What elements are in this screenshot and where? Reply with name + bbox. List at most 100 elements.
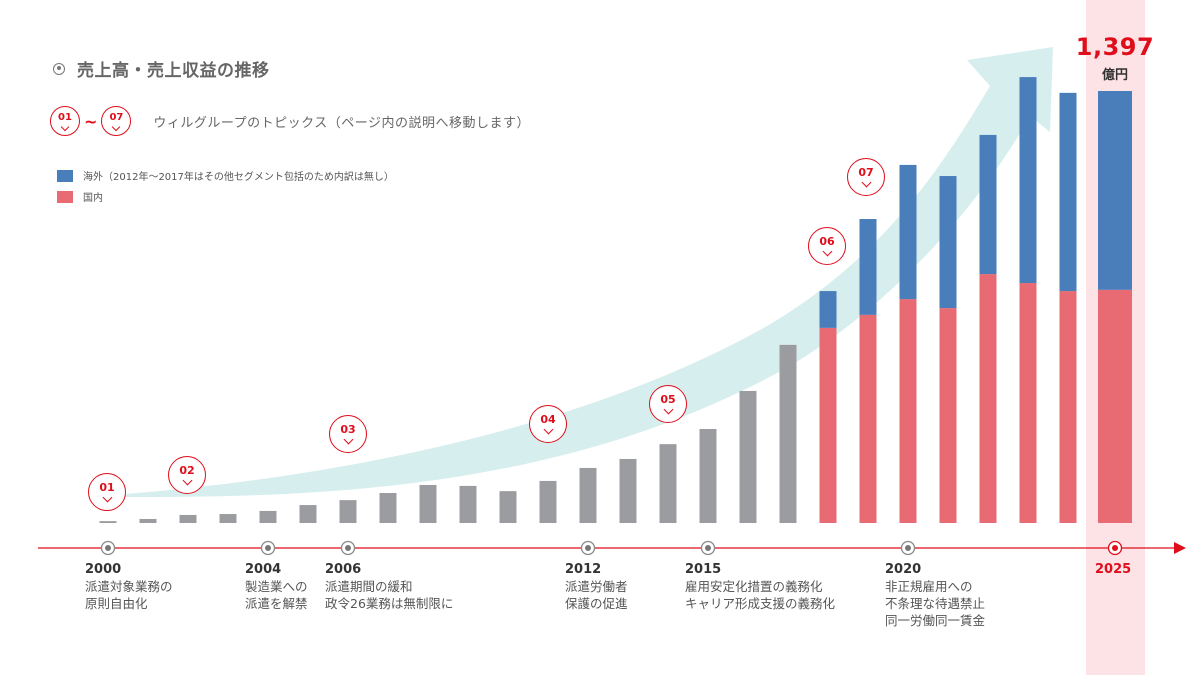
- total-unit-label: 億円: [1101, 68, 1128, 83]
- chevron-down-icon: [60, 122, 70, 131]
- bar-total-2007: [379, 493, 397, 523]
- bar-total-2001: [139, 518, 157, 523]
- bar-total-2002: [179, 514, 197, 523]
- chart-legend: 海外（2012年～2017年はその他セグメント包括のため内訳は無し） 国内: [57, 165, 394, 207]
- timeline-event-text: 非正規雇用への: [885, 579, 973, 594]
- timeline-year: 2020: [885, 562, 922, 577]
- bars-group: [99, 77, 1132, 523]
- marker-number: 03: [340, 423, 356, 436]
- topics-legend-row: 01 ~ 07 ウィルグループのトピックス（ページ内の説明へ移動します）: [50, 106, 530, 136]
- bar-total-2016: [739, 390, 757, 523]
- legend-label-domestic: 国内: [83, 193, 103, 204]
- timeline-event-text: 派遣期間の緩和: [325, 579, 413, 594]
- marker-number: 07: [858, 166, 874, 179]
- timeline-event-text: 派遣労働者: [565, 579, 628, 594]
- bar-total-2004: [259, 510, 277, 523]
- bar-domestic-2020: [899, 299, 917, 523]
- total-value-label: 1,397: [1075, 33, 1155, 61]
- bar-overseas-2021: [939, 176, 957, 309]
- timeline-event-text: 保護の促進: [565, 596, 628, 611]
- timeline-event-2012: 2012 派遣労働者保護の促進: [565, 561, 628, 612]
- bar-total-2012: [579, 467, 597, 523]
- bar-overseas-2024: [1059, 92, 1077, 292]
- timeline-node-dot-icon: [705, 545, 711, 551]
- bar-overseas-2023: [1019, 77, 1037, 284]
- timeline-nodes: [100, 540, 1123, 556]
- topic-badge-end[interactable]: 07: [101, 106, 132, 136]
- legend-item-overseas: 海外（2012年～2017年はその他セグメント包括のため内訳は無し）: [57, 165, 394, 186]
- timeline-event-text: 雇用安定化措置の義務化: [685, 579, 823, 594]
- timeline-event-text: 派遣を解禁: [245, 596, 308, 611]
- bar-domestic-2021: [939, 308, 957, 523]
- timeline-year: 2004: [245, 562, 282, 577]
- marker-number: 04: [540, 413, 556, 426]
- timeline-event-2000: 2000 派遣対象業務の 原則自由化: [85, 561, 173, 612]
- marker-number: 02: [179, 464, 195, 477]
- topic-marker-02[interactable]: 02: [168, 456, 206, 494]
- chart-title-row: 売上高・売上収益の推移: [53, 56, 270, 81]
- badge-number: 07: [109, 111, 124, 123]
- legend-swatch-domestic: [57, 190, 73, 203]
- bar-total-2006: [339, 500, 357, 523]
- bar-total-2013: [619, 458, 637, 523]
- topic-badge-start[interactable]: 01: [50, 106, 80, 136]
- topics-description: ウィルグループのトピックス（ページ内の説明へ移動します）: [153, 115, 530, 131]
- timeline-node-dot-icon: [905, 545, 911, 551]
- bar-overseas-2022: [979, 134, 997, 275]
- timeline-event-text: 同一労働同一賃金: [885, 613, 986, 628]
- topic-marker-05[interactable]: 05: [649, 385, 687, 423]
- timeline-event-2020: 2020 非正規雇用への 不条理な待遇禁止 同一労働同一賃金: [885, 561, 985, 629]
- chevron-down-icon: [663, 404, 673, 415]
- bar-total-2009: [459, 485, 477, 523]
- bar-overseas-2025: [1098, 91, 1132, 290]
- legend-item-domestic: 国内: [57, 186, 394, 207]
- timeline-event-text: キャリア形成支援の義務化: [685, 596, 836, 611]
- badge-number: 01: [58, 111, 72, 123]
- topic-marker-06[interactable]: 06: [808, 227, 846, 265]
- chevron-down-icon: [822, 246, 832, 257]
- bar-total-2011: [539, 480, 557, 523]
- timeline-event-2006: 2006 派遣期間の緩和 政令26業務は無制限に: [325, 561, 453, 612]
- chevron-down-icon: [182, 475, 192, 486]
- chevron-down-icon: [543, 424, 553, 435]
- chevron-down-icon: [861, 177, 871, 188]
- timeline-year: 2006: [325, 562, 362, 577]
- legend-swatch-overseas: [57, 169, 73, 182]
- bar-total-2015: [699, 428, 717, 523]
- bar-domestic-2024: [1059, 291, 1077, 523]
- timeline-event-2004: 2004 製造業への派遣を解禁: [245, 561, 308, 612]
- bar-total-2017: [779, 344, 797, 523]
- timeline-node-dot-icon: [1112, 545, 1118, 551]
- timeline-year: 2000: [85, 562, 122, 577]
- timeline-node-dot-icon: [265, 545, 271, 551]
- bar-total-2014: [659, 444, 677, 523]
- timeline-event-text: 派遣対象業務の: [85, 579, 173, 594]
- timeline-year: 2025: [1095, 562, 1132, 577]
- timeline-arrowhead-icon: [1174, 542, 1186, 554]
- marker-number: 01: [99, 481, 115, 494]
- range-separator: ~: [84, 111, 98, 131]
- topic-marker-04[interactable]: 04: [529, 405, 567, 443]
- bar-total-2000: [99, 521, 117, 523]
- legend-label-overseas: 海外（2012年～2017年はその他セグメント包括のため内訳は無し）: [83, 172, 394, 183]
- bar-total-2003: [219, 514, 237, 523]
- bar-domestic-2023: [1019, 283, 1037, 523]
- timeline-year: 2012: [565, 562, 602, 577]
- topic-marker-01[interactable]: 01: [88, 473, 126, 511]
- bar-domestic-2022: [979, 274, 997, 523]
- timeline-node-dot-icon: [585, 545, 591, 551]
- bar-total-2005: [299, 505, 317, 523]
- chart-title: 売上高・売上収益の推移: [77, 61, 270, 81]
- bar-overseas-2020: [899, 164, 917, 300]
- topic-marker-07[interactable]: 07: [847, 158, 885, 196]
- timeline-node-dot-icon: [105, 545, 111, 551]
- topic-marker-03[interactable]: 03: [329, 415, 367, 453]
- marker-number: 05: [660, 393, 676, 406]
- marker-number: 06: [819, 235, 835, 248]
- chevron-down-icon: [102, 492, 112, 503]
- bar-total-2008: [419, 484, 437, 523]
- timeline-year: 2015: [685, 562, 722, 577]
- timeline-event-2015: 2015 雇用安定化措置の義務化 キャリア形成支援の義務化: [685, 561, 835, 612]
- timeline-event-text: 製造業への: [245, 579, 308, 594]
